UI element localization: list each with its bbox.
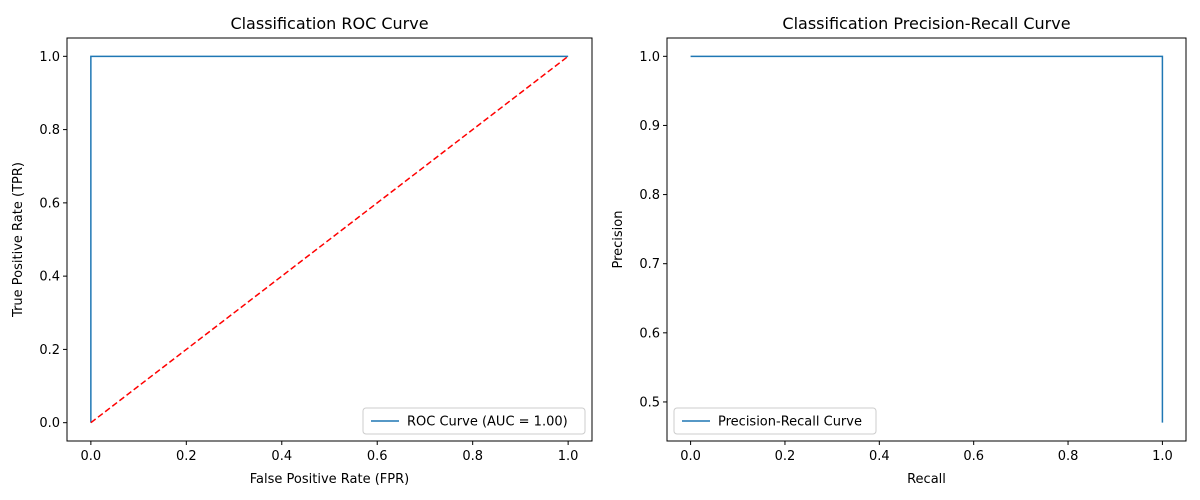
x-tick-label: 0.0 <box>81 449 102 464</box>
legend: ROC Curve (AUC = 1.00) <box>362 407 586 435</box>
series-line-0 <box>690 55 1164 423</box>
axes-frame <box>666 37 1187 442</box>
legend-box <box>673 407 877 435</box>
y-tick-label: 0.6 <box>39 196 60 211</box>
x-tick-label: 0.6 <box>367 449 388 464</box>
y-tick-label: 0.8 <box>639 188 660 203</box>
x-tick-label: 1.0 <box>558 449 579 464</box>
x-tick-label: 0.6 <box>963 449 984 464</box>
y-tick-label: 0.8 <box>39 123 60 138</box>
x-axis-label: False Positive Rate (FPR) <box>250 472 409 487</box>
y-tick-label: 1.0 <box>39 50 60 65</box>
y-tick-label: 0.9 <box>639 119 660 134</box>
y-tick-label: 1.0 <box>639 50 660 65</box>
x-tick-label: 0.8 <box>462 449 483 464</box>
series-line-0 <box>90 55 569 423</box>
x-tick-label: 1.0 <box>1152 449 1173 464</box>
y-tick-label: 0.6 <box>639 326 660 341</box>
y-axis-label: Precision <box>611 210 626 268</box>
y-tick-label: 0.4 <box>39 270 60 285</box>
legend-label: Precision-Recall Curve <box>718 415 862 430</box>
y-tick-label: 0.5 <box>639 395 660 410</box>
x-tick-label: 0.2 <box>176 449 197 464</box>
legend-box <box>362 407 586 435</box>
y-tick-label: 0.2 <box>39 343 60 358</box>
x-axis-label: Recall <box>907 472 946 487</box>
legend: Precision-Recall Curve <box>673 407 877 435</box>
x-tick-label: 0.4 <box>271 449 292 464</box>
y-tick-label: 0.0 <box>39 416 60 431</box>
roc-chart: 0.0 0.2 0.4 0.6 0.8 1.0 0.0 0.2 0.4 0.6 0.8 1.0 Clas… <box>11 14 593 487</box>
chart-title: Classification Precision-Recall Curve <box>782 14 1070 33</box>
y-axis-label: True Positive Rate (TPR) <box>11 162 26 318</box>
precision-recall-chart: 0.0 0.2 0.4 0.6 0.8 1.0 0.5 0.6 0.7 0.8 0.9 1.0 Clas… <box>611 14 1187 487</box>
legend-label: ROC Curve (AUC = 1.00) <box>407 415 568 430</box>
x-tick-label: 0.2 <box>775 449 796 464</box>
reference-line-1 <box>90 55 569 424</box>
x-tick-label: 0.4 <box>869 449 890 464</box>
x-tick-label: 0.8 <box>1058 449 1079 464</box>
x-tick-label: 0.0 <box>680 449 701 464</box>
y-tick-label: 0.7 <box>639 257 660 272</box>
chart-title: Classification ROC Curve <box>230 14 428 33</box>
axes-frame <box>66 37 593 442</box>
